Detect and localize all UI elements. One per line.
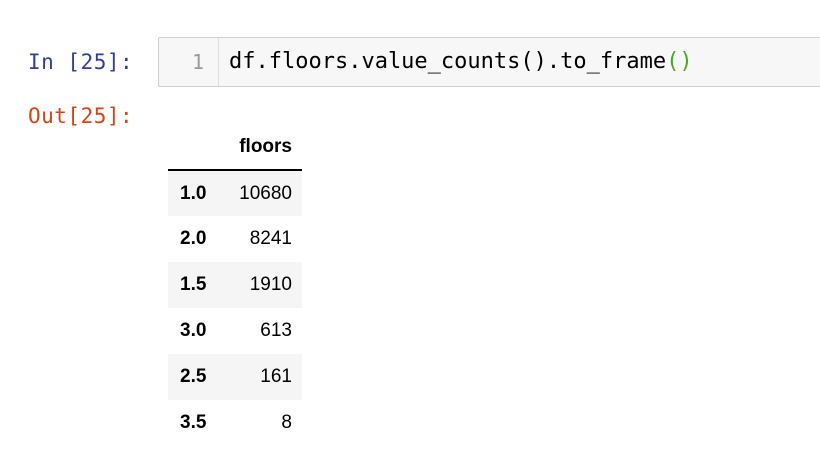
table-row: 3.0 613 [168, 308, 302, 354]
row-value: 161 [260, 366, 292, 387]
matched-brackets: () [666, 49, 693, 74]
column-header-floors: floors [224, 124, 302, 171]
row-index: 1.0 [180, 182, 207, 204]
code-input-area[interactable]: 1 df.floors.value_counts().to_frame() [158, 37, 820, 87]
row-value: 8 [281, 412, 292, 433]
line-number: 1 [191, 50, 204, 74]
row-value: 8241 [249, 228, 292, 249]
output-prompt: Out[25]: [28, 104, 134, 128]
code-line[interactable]: df.floors.value_counts().to_frame() [229, 51, 693, 73]
table-row: 3.5 8 [168, 400, 302, 446]
table-row: 1.0 10680 [168, 170, 302, 216]
row-index: 2.5 [180, 366, 207, 387]
code-text: df.floors.value_counts().to_frame [229, 49, 667, 74]
line-number-gutter: 1 [159, 38, 219, 86]
row-value: 613 [260, 320, 292, 341]
index-header [168, 124, 224, 171]
row-index: 1.5 [180, 274, 207, 295]
table-row: 2.5 161 [168, 354, 302, 400]
row-value: 1910 [249, 274, 292, 295]
input-prompt: In [25]: [28, 50, 134, 74]
table-row: 1.5 1910 [168, 262, 302, 308]
dataframe-table: floors 1.0 10680 2.0 8241 1.5 1910 3.0 6… [168, 124, 302, 446]
row-value: 10680 [239, 182, 292, 204]
row-index: 2.0 [180, 228, 207, 249]
table-header-row: floors [168, 124, 302, 171]
table-row: 2.0 8241 [168, 216, 302, 262]
row-index: 3.5 [180, 412, 207, 433]
row-index: 3.0 [180, 320, 207, 341]
